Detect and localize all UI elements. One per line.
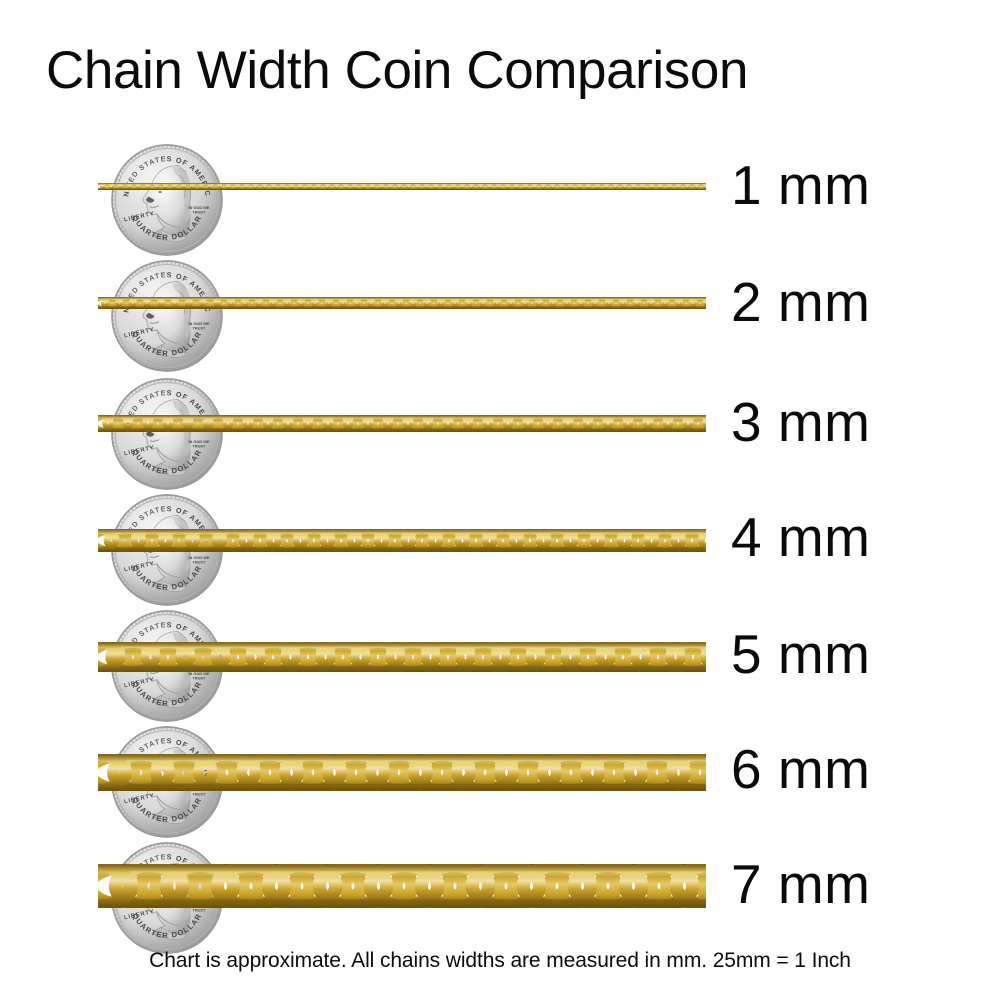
svg-text:IN GOD WE: IN GOD WE (188, 555, 209, 560)
svg-text:TRUST: TRUST (192, 908, 206, 913)
chain-row-4mm (98, 529, 706, 552)
svg-text:TRUST: TRUST (192, 326, 206, 331)
svg-text:TRUST: TRUST (192, 676, 206, 681)
gold-chain-graphic (98, 415, 706, 432)
gold-chain-graphic (98, 754, 706, 791)
chain-row-6mm (98, 754, 706, 791)
gold-chain-graphic (98, 529, 706, 552)
size-label-2mm: 2 mm (731, 271, 871, 333)
svg-text:TRUST: TRUST (192, 444, 206, 449)
chain-row-1mm (98, 183, 706, 190)
coin-quarter-row-2mm: UNITED STATES OF AMERICAQUARTER DOLLARLI… (110, 259, 224, 373)
size-label-5mm: 5 mm (731, 623, 871, 685)
gold-chain-graphic (98, 297, 706, 309)
size-label-4mm: 4 mm (731, 506, 871, 568)
chain-row-2mm (98, 297, 706, 309)
chain-row-5mm (98, 642, 706, 672)
svg-text:TRUST: TRUST (192, 792, 206, 797)
chain-row-3mm (98, 415, 706, 432)
size-label-1mm: 1 mm (731, 154, 871, 216)
size-label-3mm: 3 mm (731, 391, 871, 453)
svg-text:IN GOD WE: IN GOD WE (188, 321, 209, 326)
svg-text:IN GOD WE: IN GOD WE (188, 439, 209, 444)
coin-quarter-row-3mm: UNITED STATES OF AMERICAQUARTER DOLLARLI… (110, 377, 224, 491)
gold-chain-graphic (98, 864, 706, 908)
svg-text:IN GOD WE: IN GOD WE (188, 205, 209, 210)
footer-note: Chart is approximate. All chains widths … (149, 949, 851, 972)
size-label-7mm: 7 mm (731, 853, 871, 915)
quarter-coin-graphic: UNITED STATES OF AMERICAQUARTER DOLLARLI… (110, 143, 223, 256)
page-title: Chain Width Coin Comparison (46, 41, 749, 100)
coin-quarter-row-1mm: UNITED STATES OF AMERICAQUARTER DOLLARLI… (110, 143, 224, 257)
size-label-6mm: 6 mm (731, 738, 871, 800)
svg-text:IN GOD WE: IN GOD WE (188, 671, 209, 676)
svg-text:TRUST: TRUST (192, 560, 206, 565)
svg-text:TRUST: TRUST (192, 210, 206, 215)
chain-row-7mm (98, 864, 706, 908)
quarter-coin-graphic: UNITED STATES OF AMERICAQUARTER DOLLARLI… (110, 259, 223, 372)
quarter-coin-graphic: UNITED STATES OF AMERICAQUARTER DOLLARLI… (110, 377, 223, 490)
gold-chain-graphic (98, 642, 706, 672)
gold-chain-graphic (98, 183, 706, 190)
